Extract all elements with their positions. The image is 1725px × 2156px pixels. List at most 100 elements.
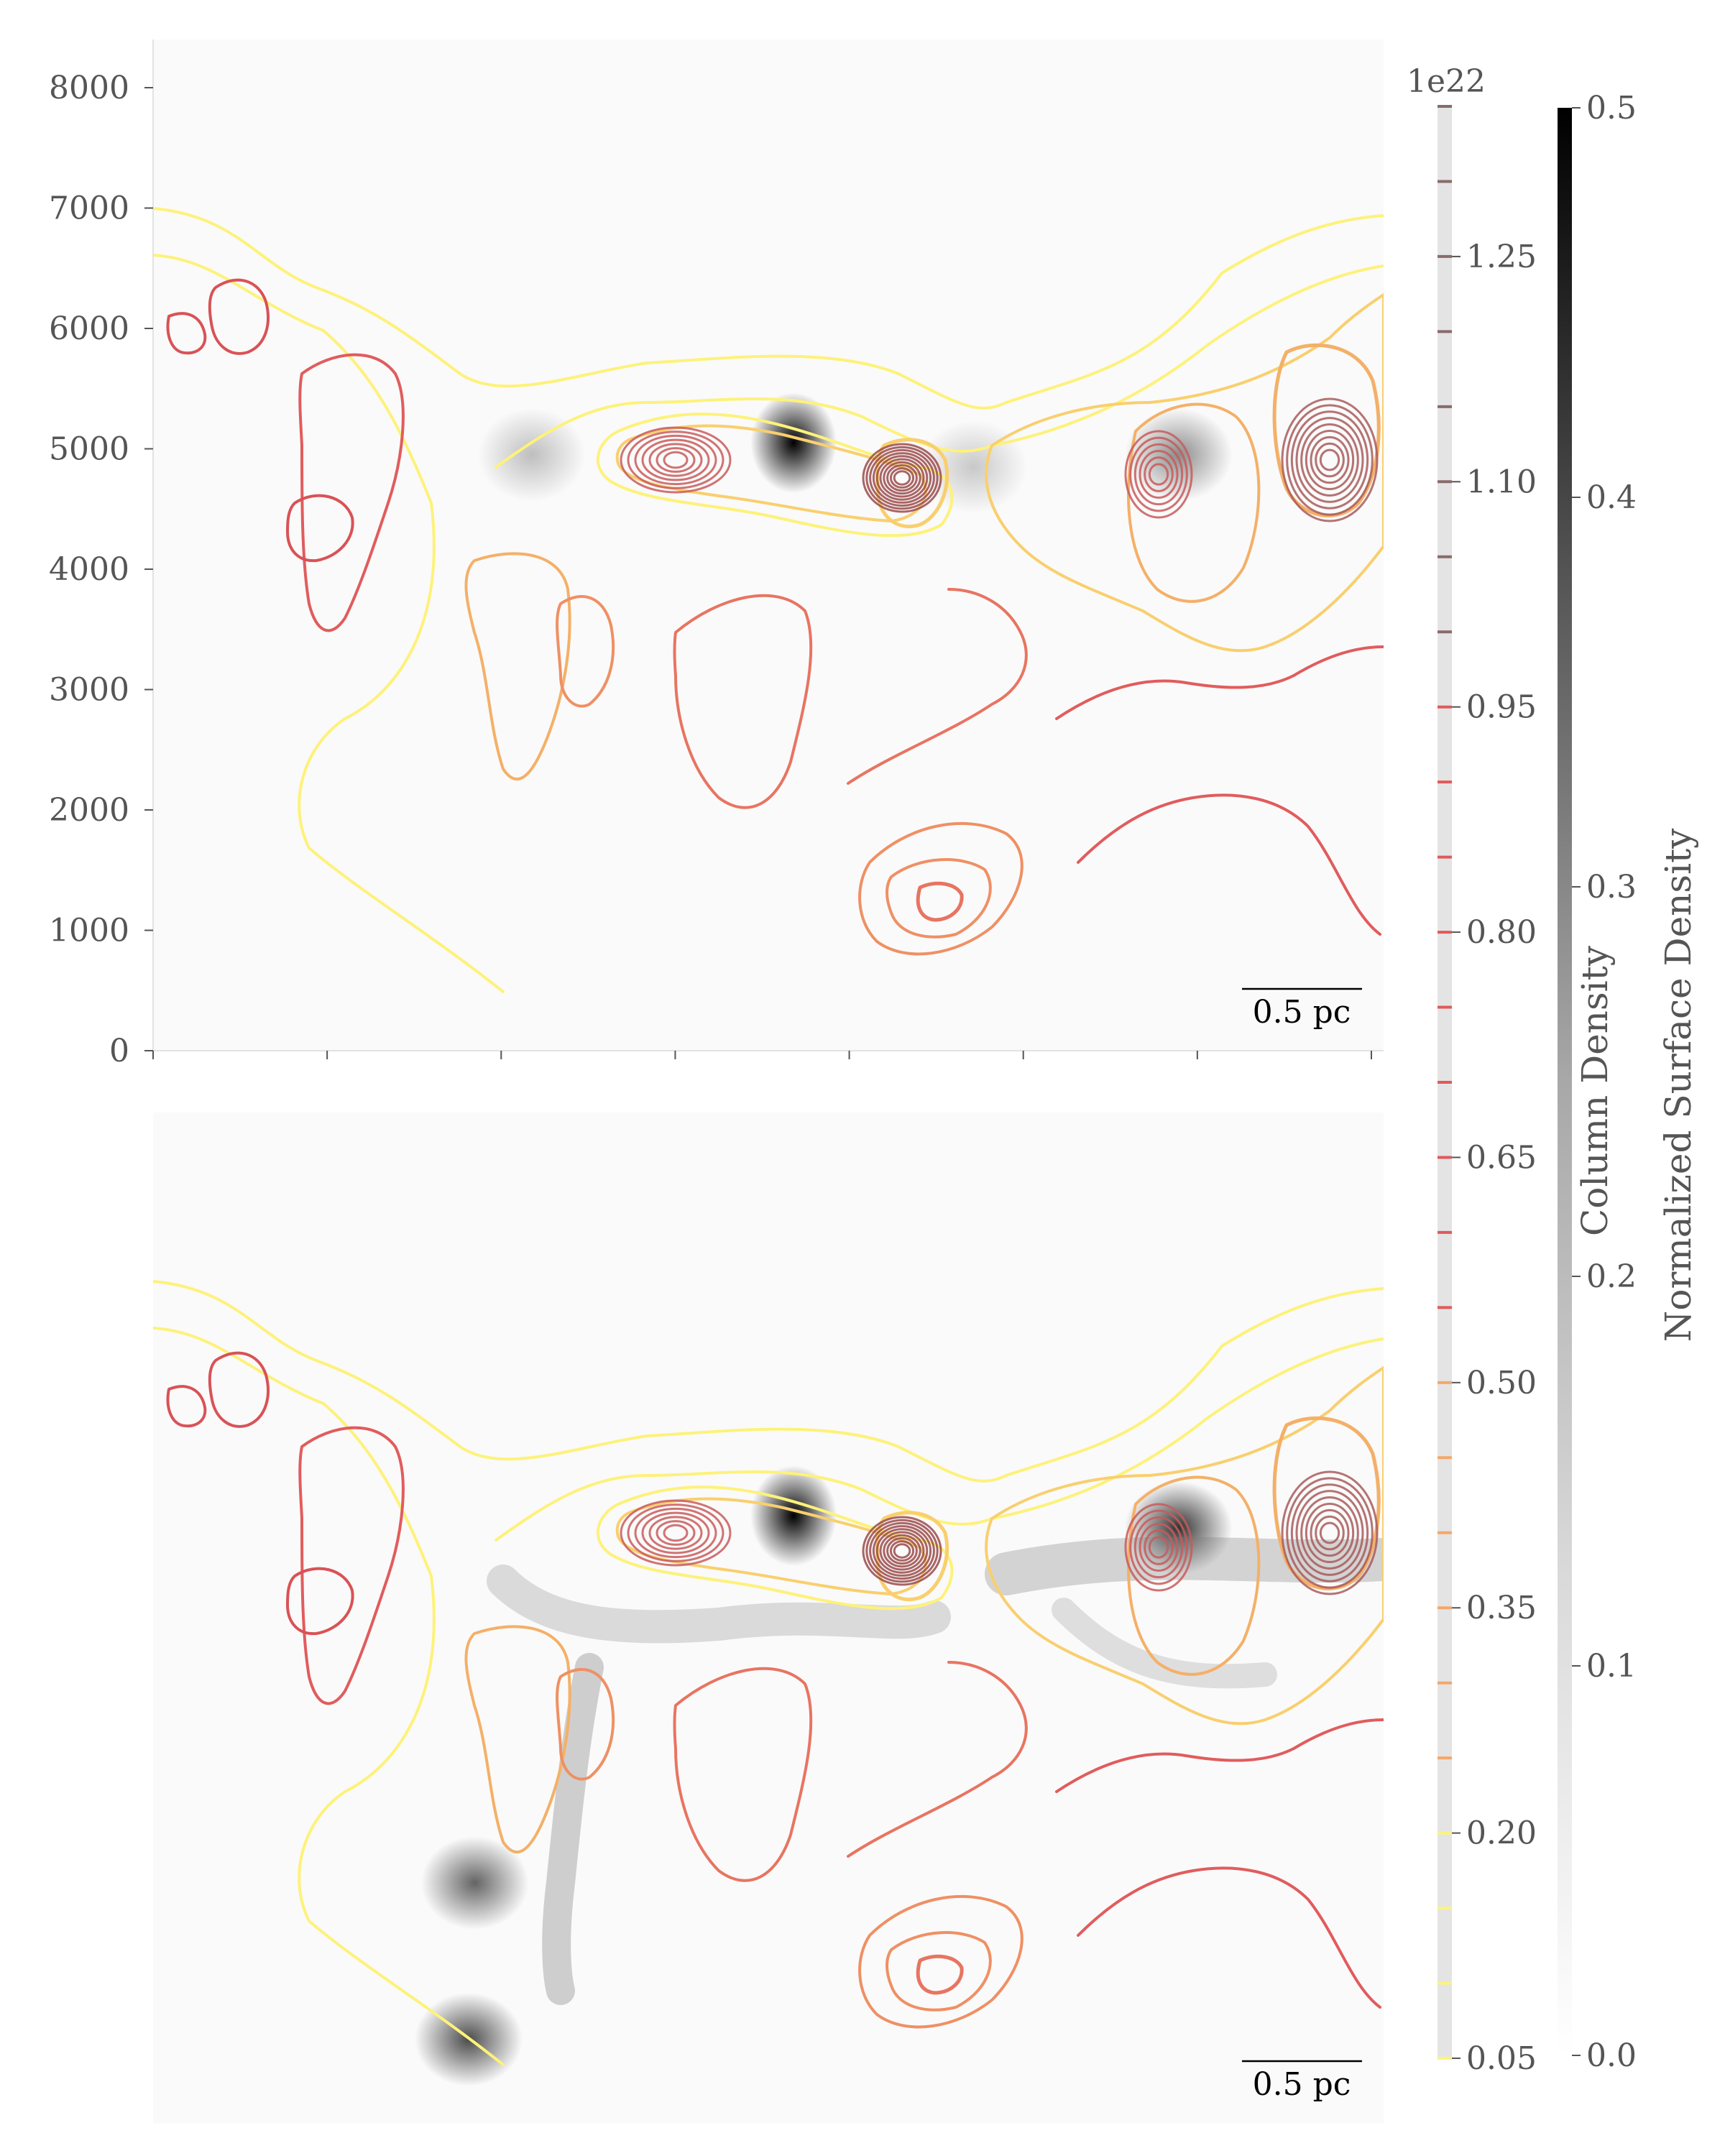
density-peak xyxy=(477,407,586,502)
dense-core-contour xyxy=(1310,1508,1350,1557)
density-filament xyxy=(1052,1598,1277,1689)
column-density-contour xyxy=(1127,402,1261,603)
dense-core-contour xyxy=(1281,397,1379,522)
column-density-contour xyxy=(556,1668,615,1781)
dense-core-contour xyxy=(656,1520,696,1546)
column-density-contour xyxy=(286,1567,354,1636)
column-density-contour xyxy=(615,1497,927,1595)
column-density-contour xyxy=(153,1327,1384,2066)
surface-density-tick-label: 0.2 xyxy=(1586,1258,1637,1295)
top-scale-bar-label: 0.5 pc xyxy=(1253,994,1351,1031)
dense-core-contour xyxy=(875,455,929,501)
column-density-offset-text: 1e22 xyxy=(1407,63,1486,100)
bottom-surface-density-image xyxy=(153,1112,1384,2124)
dense-core-contour xyxy=(1305,429,1355,491)
dense-core-contour xyxy=(1315,442,1345,478)
dense-core-contour xyxy=(1319,1521,1340,1544)
top-x-axis xyxy=(152,1051,1372,1059)
dense-core-contour xyxy=(641,438,710,482)
dense-core-contour xyxy=(862,443,942,513)
column-density-contour xyxy=(166,1385,207,1428)
dense-core-contour xyxy=(634,434,717,486)
dense-core-contour xyxy=(1310,436,1350,484)
dense-core-contour xyxy=(1148,463,1169,486)
dense-core-contour xyxy=(648,1516,703,1550)
dense-core-contour xyxy=(886,1537,918,1565)
dense-core-contour xyxy=(865,446,939,510)
dense-core-contour xyxy=(1300,1496,1359,1570)
column-density-contour xyxy=(615,424,927,522)
density-peak xyxy=(420,1836,529,1930)
dense-core-contour xyxy=(1290,1483,1369,1583)
column-density-contour xyxy=(298,1426,405,1705)
column-density-contour xyxy=(286,494,354,563)
column-density-contour xyxy=(985,293,1384,653)
dense-core-contour xyxy=(648,443,703,477)
density-filament xyxy=(985,1537,1384,1595)
column-density-level-lines xyxy=(1438,105,1452,2060)
dense-core-contour xyxy=(889,1540,915,1562)
dense-core-contour xyxy=(1295,1490,1364,1576)
column-density-contour xyxy=(916,881,964,922)
column-density-contour xyxy=(208,278,270,355)
column-density-tick-label: 0.95 xyxy=(1466,689,1537,726)
column-density-contour xyxy=(847,588,1028,785)
dense-core-contour xyxy=(879,458,925,498)
dense-core-contour xyxy=(656,447,696,473)
column-density-tick-label: 1.25 xyxy=(1466,239,1537,275)
column-density-contour xyxy=(153,207,1384,410)
heat-background xyxy=(153,1112,1384,2124)
column-density-contour xyxy=(1127,1475,1261,1676)
dense-core-contour xyxy=(1286,1477,1374,1589)
column-density-contour xyxy=(153,254,1384,993)
column-density-contour xyxy=(673,1667,813,1882)
bottom-column-density-contours xyxy=(153,1280,1384,2066)
column-density-contour xyxy=(153,1280,1384,1483)
column-density-tick-label: 0.65 xyxy=(1466,1139,1537,1176)
column-density-contour xyxy=(464,1625,571,1853)
column-density-tick-label: 0.20 xyxy=(1466,1815,1537,1852)
dense-core-contour xyxy=(1300,423,1359,497)
dense-core-contour xyxy=(883,1534,921,1568)
y-tick-label: 2000 xyxy=(49,792,129,829)
dense-core-contour xyxy=(1138,450,1179,499)
surface-density-label: Normalized Surface Density xyxy=(1657,828,1699,1342)
dense-core-contour xyxy=(1319,448,1340,471)
dense-core-contour xyxy=(865,1519,939,1583)
column-density-tick-label: 1.10 xyxy=(1466,464,1537,500)
y-tick-label: 1000 xyxy=(49,913,129,949)
column-density-contour xyxy=(208,1351,270,1428)
dense-core-contour xyxy=(663,451,689,469)
density-peak xyxy=(750,1465,837,1567)
dense-core-contour xyxy=(1138,1523,1179,1572)
surface-density-ticks: 0.0 0.1 0.2 0.3 0.4 0.5 xyxy=(1572,90,1637,2074)
column-density-contour xyxy=(1055,1718,1384,1793)
column-density-contour xyxy=(597,1485,954,1611)
dense-core-contour xyxy=(875,1528,929,1574)
column-density-tick-label: 0.35 xyxy=(1466,1590,1537,1626)
column-density-contour xyxy=(858,1894,1024,2029)
column-density-colorbar: 0.05 0.20 0.35 0.50 0.65 0.80 0.95 1.10 1.25 1e2… xyxy=(1407,63,1616,2077)
surface-density-colorbar: 0.0 0.1 0.2 0.3 0.4 0.5 Normalized Surface De… xyxy=(1558,90,1699,2074)
column-density-contour xyxy=(1272,1416,1381,1590)
dense-core-contour xyxy=(1133,1516,1184,1579)
dense-core-contour xyxy=(1144,456,1174,492)
dense-core-contour xyxy=(893,470,911,486)
dense-core-contour xyxy=(1290,410,1369,510)
dense-core-contour xyxy=(620,426,732,494)
y-tick-label: 7000 xyxy=(49,190,129,227)
dense-core-contour xyxy=(1124,430,1193,519)
dense-core-contour xyxy=(886,464,918,492)
dense-core-contour xyxy=(889,467,915,489)
dense-core-contour xyxy=(1144,1529,1174,1565)
bottom-panel: 0.5 pc xyxy=(153,1112,1384,2124)
top-y-axis: 0 1000 2000 3000 4000 5000 6000 7000 8000 xyxy=(49,70,153,1069)
y-tick-label: 4000 xyxy=(49,551,129,588)
dense-core-contour xyxy=(1129,436,1188,512)
dense-core-contour xyxy=(869,448,935,507)
surface-density-tick-label: 0.1 xyxy=(1586,1648,1637,1685)
column-density-tick-label: 0.80 xyxy=(1466,914,1537,951)
dense-core-contour xyxy=(872,1525,932,1577)
top-scale-bar: 0.5 pc xyxy=(1242,987,1362,1031)
dense-core-contour xyxy=(1295,417,1364,503)
